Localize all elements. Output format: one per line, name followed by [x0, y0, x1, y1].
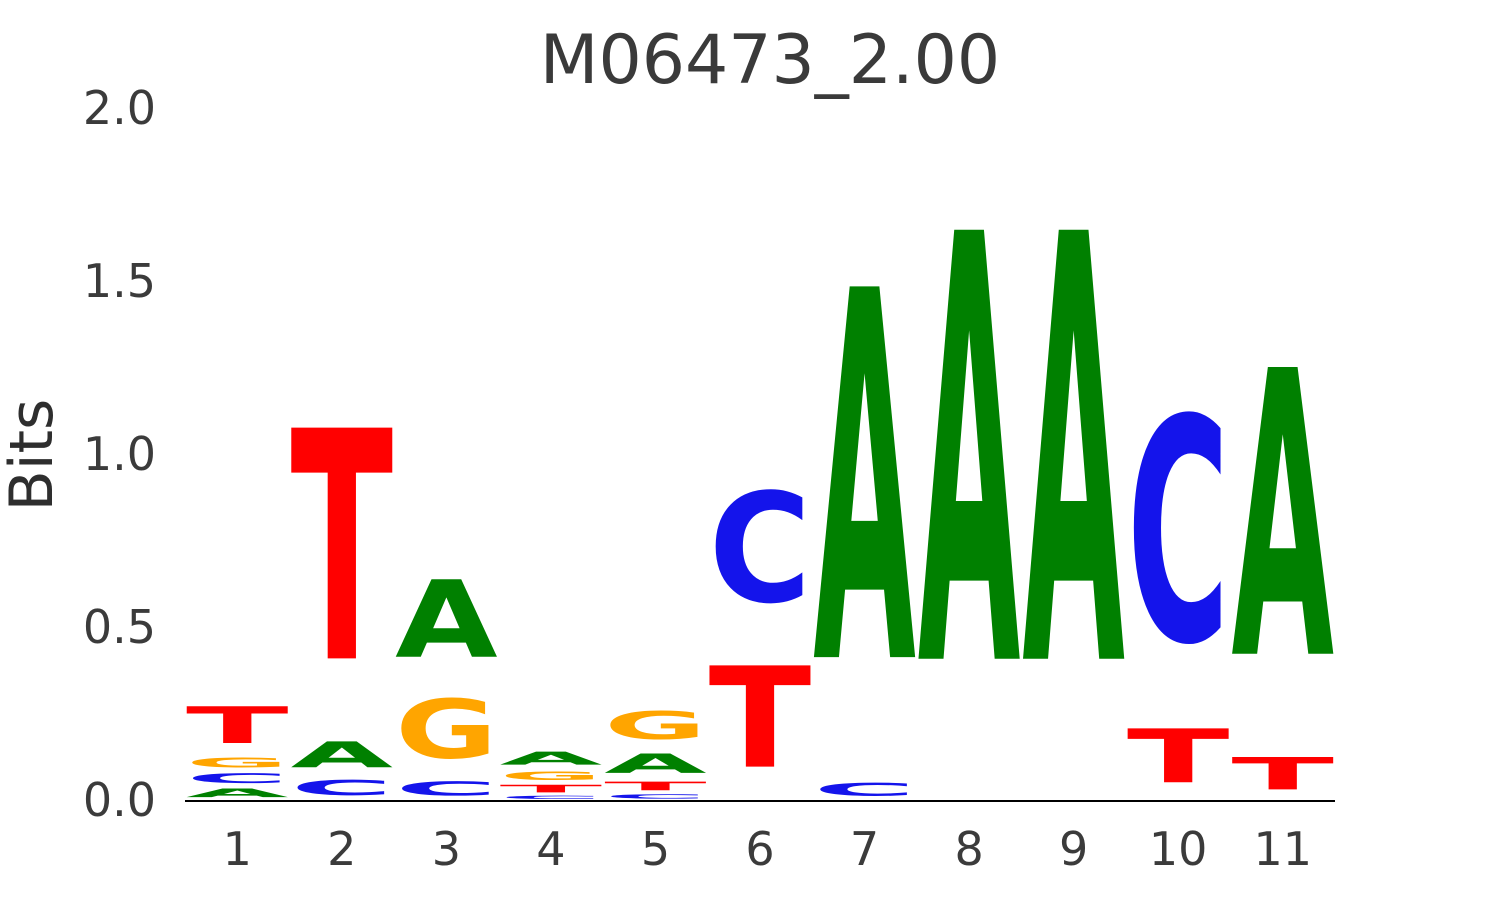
logo-letter-C: C [500, 795, 603, 800]
logo-letter-C: C [604, 793, 707, 800]
x-axis-tick-labels: 1 2 3 4 5 6 7 8 9 10 11 [223, 822, 1312, 876]
chart-title: M06473_2.00 [540, 21, 1000, 100]
logo-letter-A: A [813, 185, 916, 778]
x-tick-label: 1 [223, 822, 252, 876]
y-tick-label: 1.5 [83, 254, 156, 308]
logo-letter-A: A [186, 786, 289, 800]
logo-letter-C: C [1127, 355, 1230, 713]
logo-letter-A: A [500, 748, 603, 769]
x-tick-label: 6 [745, 822, 774, 876]
x-tick-label: 9 [1059, 822, 1088, 876]
x-tick-label: 11 [1253, 822, 1312, 876]
logo-letter-C: C [709, 462, 812, 637]
x-tick-label: 8 [954, 822, 983, 876]
x-tick-label: 3 [432, 822, 461, 876]
x-tick-label: 4 [536, 822, 565, 876]
y-tick-label: 1.0 [83, 427, 156, 481]
logo-letter-G: G [604, 703, 707, 748]
logo-letter-A: A [291, 734, 394, 775]
logo-letter-T: T [186, 697, 289, 755]
logo-letter-A: A [1231, 291, 1334, 748]
logo-letter-A: A [1022, 112, 1125, 798]
logo-letter-T: T [1231, 749, 1334, 801]
logo-letter-T: T [1127, 714, 1230, 800]
logo-letter-T: T [291, 366, 394, 734]
logo-letter-G: G [395, 682, 498, 777]
logo-letter-A: A [918, 112, 1021, 798]
x-tick-label: 10 [1149, 822, 1208, 876]
logo-letter-C: C [291, 776, 394, 800]
x-tick-label: 5 [641, 822, 670, 876]
y-axis-tick-labels: 0.0 0.5 1.0 1.5 2.0 [83, 81, 156, 827]
y-tick-label: 0.0 [83, 773, 156, 827]
logo-letter-G: G [186, 755, 289, 770]
y-axis-label: Bits [0, 399, 67, 512]
logo-letter-C: C [186, 771, 289, 786]
logo-letter-T: T [604, 779, 707, 793]
logo-letter-T: T [500, 783, 603, 795]
logo-letter-A: A [395, 558, 498, 682]
logo-letter-C: C [813, 780, 916, 800]
logo-letter-A: A [604, 748, 707, 779]
y-tick-label: 2.0 [83, 81, 156, 135]
logo-letter-T: T [709, 639, 812, 800]
logo-letter-C: C [395, 777, 498, 800]
x-tick-label: 7 [850, 822, 879, 876]
logo-letter-G: G [500, 769, 603, 783]
y-tick-label: 0.5 [83, 600, 156, 654]
x-tick-label: 2 [327, 822, 356, 876]
